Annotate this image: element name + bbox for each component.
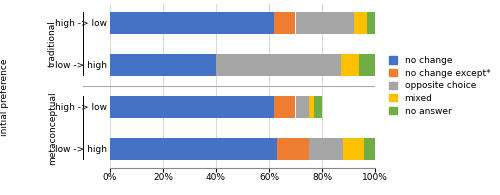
- Bar: [354, 12, 367, 34]
- Legend: no change, no change except*, opposite choice, mixed, no answer: no change, no change except*, opposite c…: [388, 54, 492, 117]
- Bar: [110, 54, 216, 76]
- Bar: [309, 96, 314, 118]
- Bar: [274, 96, 295, 118]
- Bar: [110, 138, 277, 160]
- Bar: [364, 138, 375, 160]
- Bar: [277, 138, 309, 160]
- Bar: [296, 96, 309, 118]
- Bar: [216, 54, 340, 76]
- Bar: [296, 12, 354, 34]
- Bar: [110, 96, 274, 118]
- Bar: [340, 54, 359, 76]
- Bar: [343, 138, 364, 160]
- Text: traditional: traditional: [48, 20, 57, 67]
- Text: initial preference: initial preference: [0, 59, 10, 136]
- Bar: [359, 54, 375, 76]
- Bar: [314, 96, 322, 118]
- Bar: [367, 12, 375, 34]
- Text: metaconceptual: metaconceptual: [48, 91, 57, 165]
- Bar: [309, 138, 343, 160]
- Bar: [110, 12, 274, 34]
- Bar: [274, 12, 295, 34]
